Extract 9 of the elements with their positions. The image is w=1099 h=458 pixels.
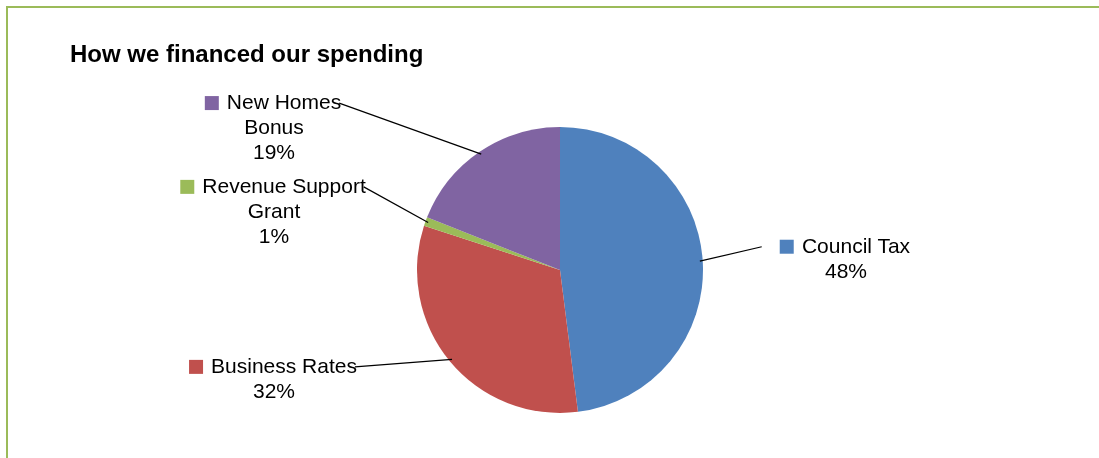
- data-label: 1%: [258, 223, 290, 247]
- legend-label: Council Tax: [801, 233, 911, 257]
- chart-title: How we financed our spending: [70, 40, 424, 68]
- legend-label: Business Rates: [211, 353, 357, 377]
- data-label: 32%: [252, 378, 296, 402]
- legend-label: Revenue Support Grant: [202, 173, 366, 222]
- data-label: 19%: [252, 139, 296, 163]
- legend-label: New Homes Bonus: [226, 89, 342, 138]
- data-label: 48%: [824, 258, 868, 282]
